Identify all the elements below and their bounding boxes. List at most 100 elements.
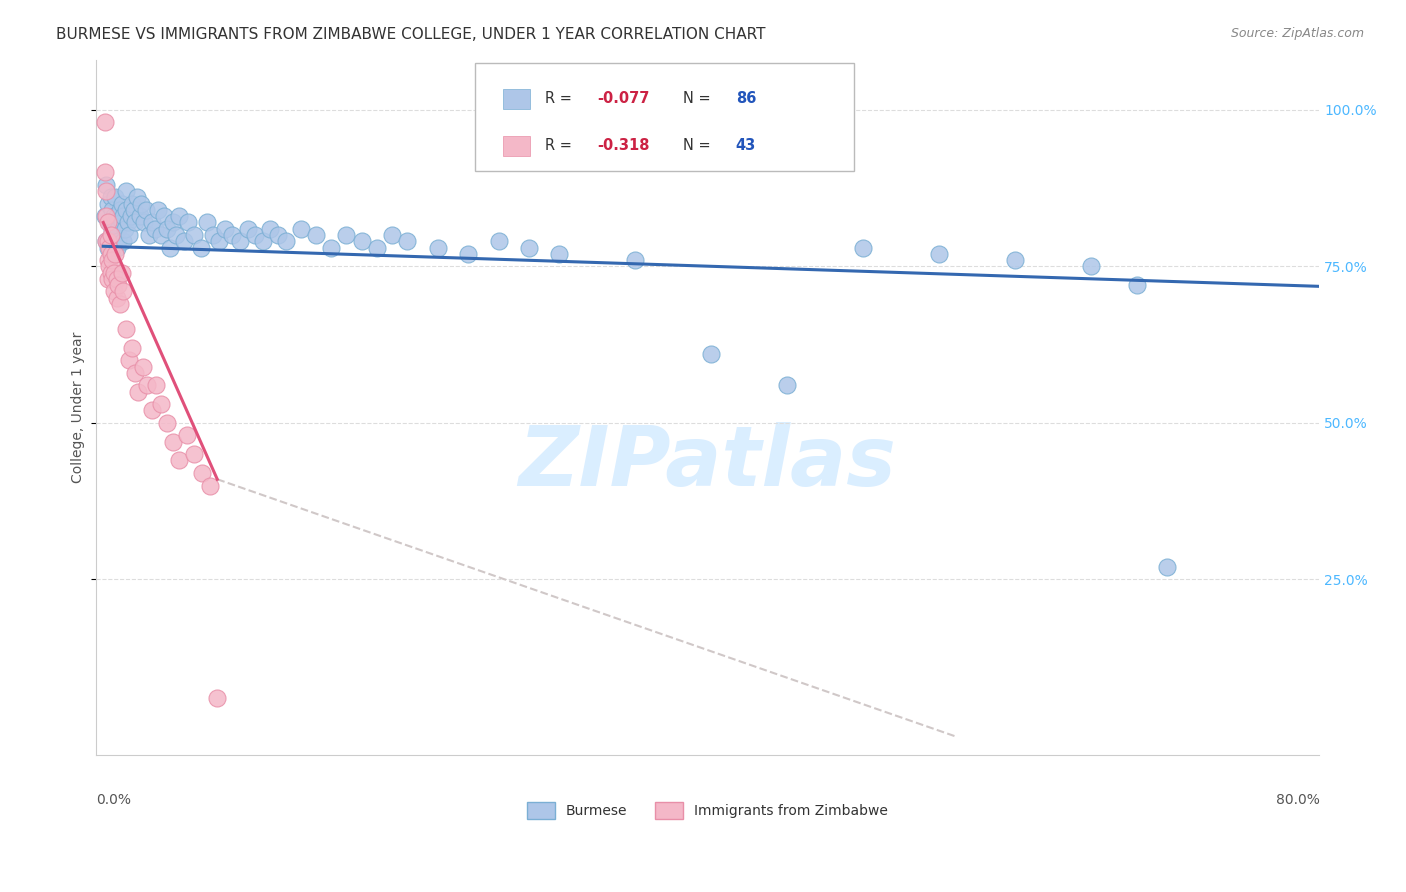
Point (111, 285, 134, 299)
Text: 80.0%: 80.0% (1275, 792, 1319, 806)
Point (928, 247, 950, 261)
Point (776, 378, 799, 392)
Point (259, 221, 281, 235)
Point (94, 115, 117, 129)
Point (100, 247, 122, 261)
Text: -0.318: -0.318 (598, 138, 650, 153)
Text: Source: ZipAtlas.com: Source: ZipAtlas.com (1230, 27, 1364, 40)
Point (350, 234, 373, 248)
Point (94, 165, 117, 179)
Point (143, 221, 166, 235)
Point (165, 227, 187, 242)
Point (274, 234, 297, 248)
Point (183, 447, 205, 461)
Point (396, 234, 419, 248)
Point (156, 221, 179, 235)
Point (115, 184, 138, 198)
Point (100, 247, 122, 261)
Text: N =: N = (683, 91, 716, 106)
Point (1126, 278, 1149, 293)
Point (426, 240, 449, 254)
Point (96, 178, 118, 192)
Point (150, 397, 173, 411)
Point (129, 196, 152, 211)
Point (236, 221, 259, 235)
Point (98, 215, 121, 229)
Point (290, 221, 312, 235)
Point (97, 234, 120, 248)
Text: R =: R = (544, 138, 576, 153)
Point (110, 266, 132, 280)
Point (100, 266, 122, 280)
Point (1080, 260, 1102, 274)
Point (105, 209, 128, 223)
Point (335, 227, 357, 242)
Point (214, 221, 236, 235)
Point (124, 215, 146, 229)
Point (100, 227, 122, 242)
Point (108, 202, 131, 217)
Point (115, 202, 138, 217)
Point (97, 253, 120, 268)
Point (108, 297, 131, 311)
Text: 0.0%: 0.0% (96, 792, 131, 806)
Point (135, 202, 157, 217)
Text: N =: N = (683, 138, 716, 153)
Point (1156, 560, 1178, 574)
Point (132, 359, 155, 374)
Point (107, 221, 129, 235)
Point (118, 353, 141, 368)
Point (700, 347, 723, 361)
Point (128, 209, 150, 223)
Point (97, 215, 120, 229)
Point (198, 478, 221, 492)
Point (162, 434, 184, 449)
Point (125, 190, 148, 204)
FancyBboxPatch shape (475, 63, 855, 171)
Point (114, 221, 136, 235)
Point (488, 234, 510, 248)
Point (103, 266, 125, 280)
Point (1004, 253, 1026, 268)
Point (169, 453, 191, 467)
Point (177, 215, 200, 229)
Point (141, 215, 163, 229)
Point (101, 221, 124, 235)
Point (191, 466, 214, 480)
FancyBboxPatch shape (503, 89, 530, 109)
Point (111, 209, 134, 223)
Point (98, 240, 121, 254)
Point (96, 234, 118, 248)
Point (136, 378, 159, 392)
Point (183, 227, 205, 242)
Point (96, 209, 118, 223)
Point (852, 240, 875, 254)
Point (94, 209, 117, 223)
Legend: Burmese, Immigrants from Zimbabwe: Burmese, Immigrants from Zimbabwe (522, 797, 894, 824)
Point (141, 403, 163, 417)
Point (305, 227, 328, 242)
Point (103, 285, 125, 299)
Text: BURMESE VS IMMIGRANTS FROM ZIMBABWE COLLEGE, UNDER 1 YEAR CORRELATION CHART: BURMESE VS IMMIGRANTS FROM ZIMBABWE COLL… (56, 27, 766, 42)
Point (115, 322, 138, 336)
Point (624, 253, 647, 268)
Point (105, 272, 128, 286)
Point (104, 247, 127, 261)
Point (100, 190, 122, 204)
Point (548, 247, 571, 261)
Point (121, 196, 143, 211)
Text: -0.077: -0.077 (598, 91, 650, 106)
Point (190, 240, 212, 254)
Text: 86: 86 (735, 91, 756, 106)
Point (96, 184, 118, 198)
Point (159, 240, 181, 254)
Point (134, 215, 156, 229)
Point (110, 196, 132, 211)
Point (176, 428, 198, 442)
Text: R =: R = (544, 91, 576, 106)
Point (101, 253, 124, 268)
Point (321, 240, 343, 254)
Point (121, 341, 143, 355)
Text: 43: 43 (735, 138, 756, 153)
Point (105, 291, 128, 305)
